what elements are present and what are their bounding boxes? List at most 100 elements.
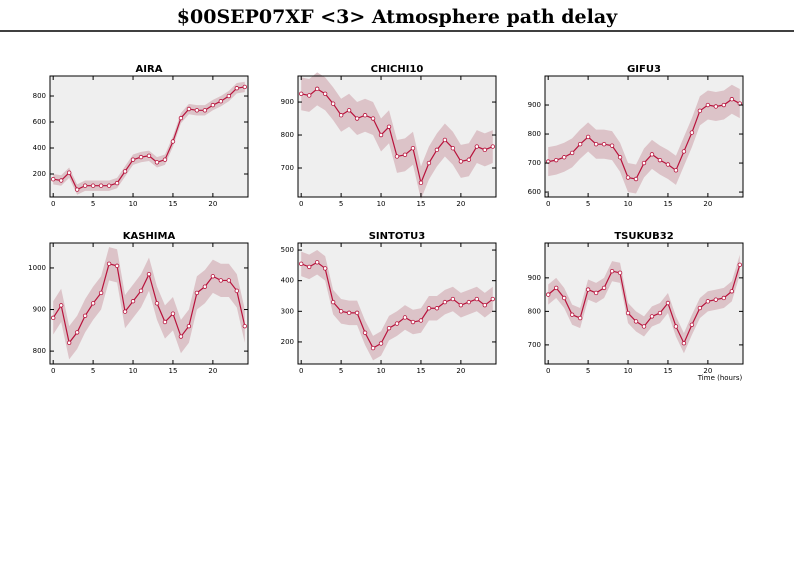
marker [402,315,408,320]
marker [74,187,80,192]
error-band [301,250,493,361]
marker [625,310,631,316]
marker [90,301,96,306]
marker [298,261,304,267]
marker [450,146,456,151]
y-tick-label: 400 [33,144,46,152]
marker [418,180,424,186]
marker [186,106,192,112]
plot-frame [297,75,497,198]
marker [466,299,472,305]
y-tick-label: 800 [33,92,46,100]
x-tick-label: 0 [299,367,303,375]
marker [106,261,112,266]
x-tick-label: 0 [546,200,550,208]
marker [146,271,152,277]
error-band [548,254,740,354]
marker [194,290,200,296]
marker [98,290,104,296]
marker [138,288,144,294]
marker [601,141,607,147]
marker [210,274,216,279]
x-tick-label: 15 [168,200,177,208]
marker [378,132,384,138]
marker [665,162,671,167]
marker [474,296,480,302]
panel-title: TSUKUB32 [614,231,673,242]
marker [474,144,480,149]
y-tick-label: 900 [528,274,541,282]
marker [178,334,184,339]
panel-title: KASHIMA [123,231,176,242]
marker [617,155,623,160]
x-tick-label: 15 [663,200,672,208]
x-tick-label: 15 [663,367,672,375]
x-tick-label: 15 [168,367,177,375]
marker [394,154,400,159]
marker [202,108,208,113]
marker [458,159,464,164]
marker [314,260,320,265]
marker [681,341,687,346]
x-tick-label: 5 [91,200,95,208]
marker [50,176,56,182]
x-tick-label: 10 [624,200,633,208]
x-tick-label: 0 [51,200,55,208]
marker [434,147,440,153]
y-tick-label: 700 [528,159,541,167]
x-tick-label: 10 [129,200,138,208]
panel-title: CHICHI10 [371,64,424,75]
marker [673,168,679,173]
y-tick-label: 900 [281,98,294,106]
x-tick-label: 20 [456,367,465,375]
y-tick-label: 1000 [28,264,46,272]
y-tick-label: 800 [281,131,294,139]
x-tick-label: 5 [586,367,590,375]
marker [114,180,120,186]
marker [705,102,711,108]
marker [114,263,120,269]
marker [314,86,320,92]
marker [210,102,216,108]
plot-frame [544,75,744,198]
marker [553,285,559,291]
marker [394,321,400,326]
page-title: $00SEP07XF <3> Atmosphere path delay [177,6,618,28]
marker [434,306,440,311]
marker [66,170,72,175]
marker [569,312,575,317]
marker [458,302,464,308]
marker [138,154,144,160]
marker [442,137,448,143]
marker [426,306,432,311]
marker [354,310,360,316]
x-tick-label: 10 [129,367,138,375]
y-tick-label: 800 [528,307,541,315]
marker [186,323,192,329]
marker [170,311,176,316]
x-tick-label: 20 [208,200,217,208]
marker [74,330,80,335]
marker [561,155,567,160]
marker [641,160,647,166]
y-tick-label: 900 [528,101,541,109]
marker [482,147,488,153]
marker [681,149,687,154]
x-tick-label: 5 [339,367,343,375]
y-tick-label: 300 [281,307,294,315]
marker [593,141,599,147]
marker [98,183,104,188]
marker [354,116,360,121]
marker [66,340,72,345]
marker [657,310,663,316]
marker [170,139,176,144]
marker [649,152,655,157]
marker [122,309,128,314]
marker [633,176,639,182]
marker [705,299,711,304]
y-tick-label: 700 [528,341,541,349]
marker [370,345,376,351]
marker [729,97,735,102]
marker [218,278,224,283]
marker [410,146,416,151]
